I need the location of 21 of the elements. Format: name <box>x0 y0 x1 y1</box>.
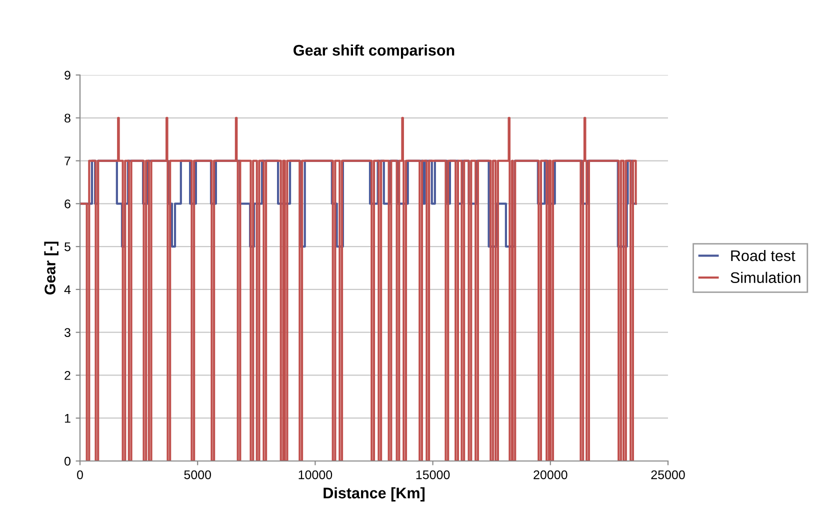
x-tick-label: 5000 <box>184 470 212 480</box>
y-tick-label: 8 <box>64 114 70 123</box>
x-axis-title: Distance [Km] <box>324 487 425 502</box>
y-tick-label: 2 <box>64 371 70 380</box>
y-tick-label: 7 <box>64 156 70 166</box>
y-tick-label: 1 <box>64 414 70 423</box>
y-tick-label: 4 <box>64 285 71 294</box>
chart-title: Gear shift comparison <box>294 44 454 59</box>
x-tick-label: 20000 <box>534 470 568 480</box>
y-tick-label: 0 <box>64 456 70 466</box>
y-tick-label: 6 <box>64 199 70 208</box>
y-tick-label: 5 <box>64 242 70 252</box>
y-tick-label: 9 <box>64 70 70 80</box>
x-tick-label: 10000 <box>298 470 332 480</box>
x-tick-label: 15000 <box>416 470 450 480</box>
legend-label: Road test <box>731 250 796 262</box>
y-axis-title: Gear [-] <box>44 242 58 295</box>
x-tick-label: 0 <box>77 470 83 480</box>
y-tick-label: 3 <box>64 328 70 337</box>
x-tick-label: 25000 <box>651 470 685 480</box>
legend-label: Simulation <box>730 272 800 284</box>
